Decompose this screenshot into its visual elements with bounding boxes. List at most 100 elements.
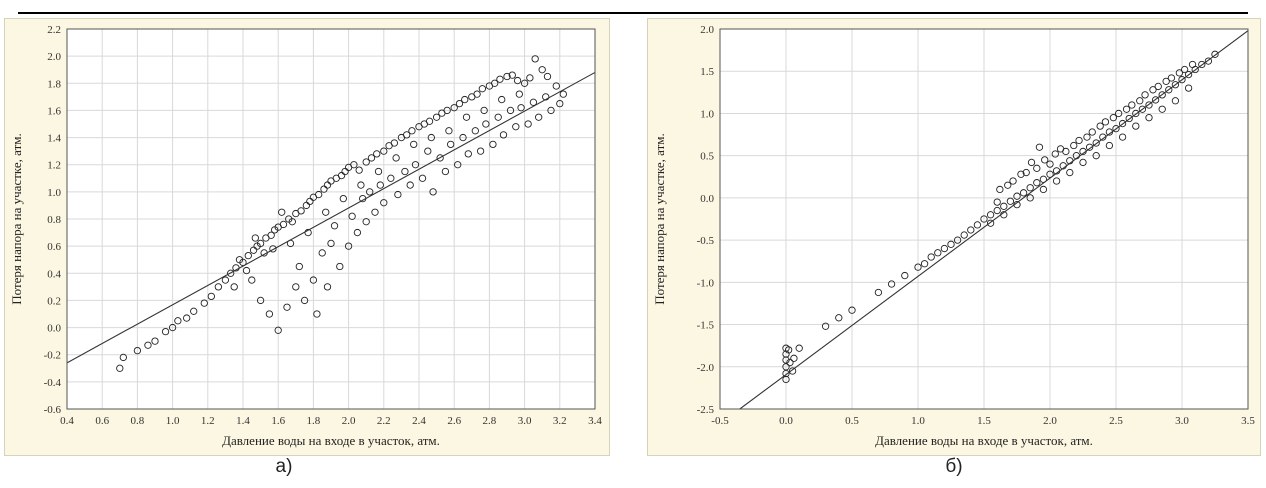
data-point <box>543 72 552 81</box>
data-point <box>279 220 288 229</box>
data-point <box>371 208 379 216</box>
data-point <box>1184 70 1193 79</box>
data-point <box>373 150 381 158</box>
data-point <box>1162 77 1170 86</box>
y-tick-label: -2.0 <box>697 362 715 374</box>
data-point <box>441 167 450 176</box>
data-point <box>1004 181 1012 189</box>
y-tick-label: 2.2 <box>47 24 61 36</box>
data-point <box>1165 86 1173 94</box>
data-point <box>1062 147 1070 156</box>
x-tick-label: 0.4 <box>60 415 74 427</box>
x-tick-label: 1.8 <box>307 415 321 427</box>
data-point <box>380 147 388 155</box>
y-tick-label: -0.6 <box>44 404 62 416</box>
data-point <box>350 161 358 169</box>
y-tick-label: 1.0 <box>47 187 61 199</box>
data-point <box>1000 202 1008 210</box>
x-tick-label: 1.4 <box>236 415 250 427</box>
data-point <box>1158 91 1166 99</box>
data-point <box>355 166 363 174</box>
x-tick-label: 1.0 <box>166 415 180 427</box>
data-point <box>454 161 462 169</box>
data-point <box>318 249 326 257</box>
data-point <box>1035 143 1044 151</box>
data-point <box>390 139 399 147</box>
data-point <box>1171 81 1180 89</box>
data-point <box>782 369 790 378</box>
data-point <box>478 85 487 93</box>
data-point <box>151 337 159 345</box>
data-point <box>1118 133 1127 141</box>
y-tick-label: -0.2 <box>44 350 61 362</box>
data-point <box>418 174 427 182</box>
data-point <box>1136 97 1144 105</box>
data-point <box>1085 143 1094 151</box>
data-point <box>1109 114 1118 122</box>
data-point <box>119 353 127 362</box>
data-point <box>436 154 444 162</box>
y-axis-label: Потеря напора на участке, атм. <box>652 133 667 305</box>
x-tick-label: -0.5 <box>711 415 729 427</box>
data-point <box>1175 69 1184 77</box>
data-point <box>459 133 467 142</box>
data-point <box>330 222 339 230</box>
x-axis-label: Давление воды на входе в участок, атм. <box>875 433 1093 448</box>
data-point <box>1180 65 1189 74</box>
y-tick-label: 0.0 <box>700 193 714 205</box>
data-point <box>292 283 300 291</box>
data-point <box>1114 109 1123 118</box>
data-point <box>531 55 539 63</box>
x-tick-label: 1.5 <box>977 415 991 427</box>
x-tick-label: 3.0 <box>1175 415 1189 427</box>
data-point <box>256 296 265 305</box>
data-point <box>429 188 437 196</box>
data-point <box>315 190 323 199</box>
data-point <box>411 161 420 169</box>
data-point <box>790 354 798 362</box>
data-point <box>1132 109 1140 118</box>
data-point <box>1026 184 1034 192</box>
data-point <box>300 296 309 305</box>
data-point <box>795 344 803 352</box>
data-point <box>336 262 344 271</box>
data-point <box>517 104 525 112</box>
data-point <box>116 364 124 372</box>
data-point <box>214 283 223 291</box>
y-tick-label: 1.0 <box>700 108 714 120</box>
data-point <box>1066 168 1074 177</box>
regression-line <box>739 30 1248 409</box>
data-point <box>821 322 830 330</box>
y-tick-label: -1.5 <box>697 320 715 332</box>
data-point <box>230 283 238 291</box>
x-tick-label: 0.5 <box>845 415 859 427</box>
data-point <box>133 346 142 355</box>
data-point <box>1167 74 1176 82</box>
data-point <box>1105 141 1114 150</box>
data-point <box>496 75 504 83</box>
data-point <box>344 242 353 250</box>
data-point <box>1092 139 1100 147</box>
data-point <box>274 326 282 334</box>
data-point <box>986 211 995 219</box>
data-point <box>782 375 790 384</box>
data-point <box>251 234 259 242</box>
data-point <box>835 314 843 322</box>
y-tick-label: 0.0 <box>47 323 61 335</box>
caption-a: а) <box>275 456 293 477</box>
y-tick-label: 2.0 <box>700 24 714 36</box>
data-point <box>283 303 291 311</box>
data-point <box>1051 150 1059 158</box>
data-point <box>367 154 376 162</box>
x-tick-label: 0.0 <box>779 415 793 427</box>
data-point <box>408 127 416 135</box>
data-point <box>392 154 400 162</box>
data-point <box>1092 152 1100 160</box>
data-point <box>512 123 520 131</box>
x-tick-label: 3.0 <box>518 415 532 427</box>
data-point <box>462 113 471 121</box>
data-point <box>503 72 511 81</box>
data-point <box>1184 84 1193 92</box>
data-point <box>295 262 303 271</box>
data-point <box>506 106 515 115</box>
